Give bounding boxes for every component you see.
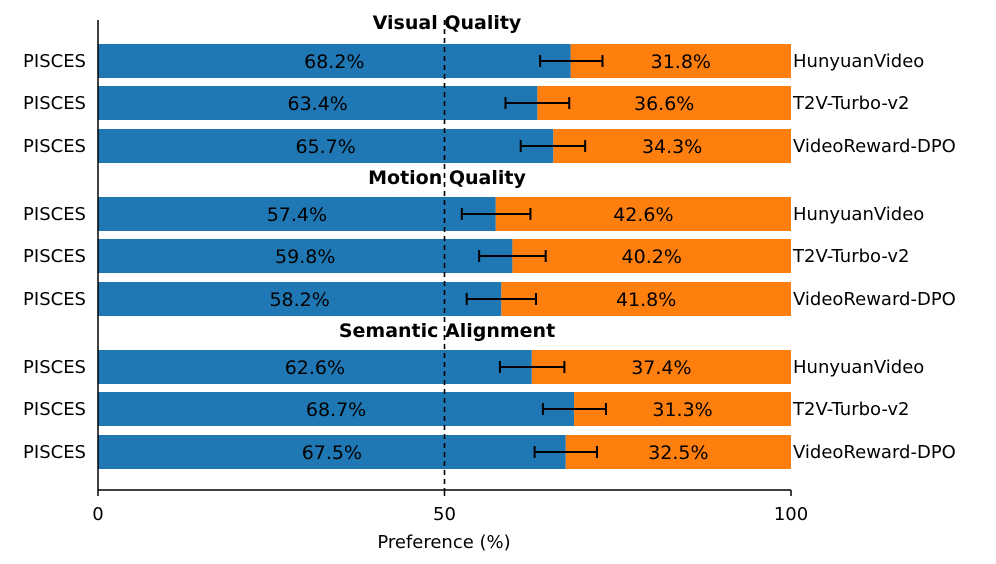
bar-value-left: 65.7% bbox=[295, 136, 355, 158]
bar-right-opponent bbox=[531, 350, 791, 384]
bar-right-opponent bbox=[495, 197, 791, 231]
bar-value-left: 58.2% bbox=[269, 289, 329, 311]
row-label-left: PISCES bbox=[23, 51, 86, 72]
group-title: Visual Quality bbox=[373, 12, 522, 34]
bar-right-opponent bbox=[574, 392, 791, 426]
bar-value-left: 68.2% bbox=[304, 51, 364, 73]
row-label-left: PISCES bbox=[23, 399, 86, 420]
bar-value-left: 63.4% bbox=[288, 93, 348, 115]
row-label-opponent: T2V-Turbo-v2 bbox=[792, 246, 910, 267]
group-title: Semantic Alignment bbox=[339, 320, 555, 342]
row-label-opponent: HunyuanVideo bbox=[793, 51, 924, 72]
bar-left-pisces bbox=[98, 86, 538, 120]
bar-left-pisces bbox=[98, 44, 571, 78]
bar-value-right: 40.2% bbox=[622, 246, 682, 268]
bar-left-pisces bbox=[98, 392, 575, 426]
x-axis-label: Preference (%) bbox=[377, 532, 510, 553]
row-label-left: PISCES bbox=[23, 204, 86, 225]
bar-right-opponent bbox=[565, 435, 791, 469]
row-label-opponent: VideoReward-DPO bbox=[793, 289, 956, 310]
bar-left-pisces bbox=[98, 129, 554, 163]
bar-right-opponent bbox=[553, 129, 791, 163]
bar-value-right: 36.6% bbox=[634, 93, 694, 115]
text-layer: 68.2% 31.8% PISCES HunyuanVideo 63.4% 36.6% PI… bbox=[23, 12, 956, 464]
bar-value-left: 57.4% bbox=[267, 204, 327, 226]
row-label-opponent: VideoReward-DPO bbox=[793, 136, 956, 157]
bar-value-right: 31.8% bbox=[651, 51, 711, 73]
bar-value-right: 41.8% bbox=[616, 289, 676, 311]
bar-left-pisces bbox=[98, 282, 502, 316]
bar-value-right: 37.4% bbox=[631, 357, 691, 379]
bar-value-left: 59.8% bbox=[275, 246, 335, 268]
bar-left-pisces bbox=[98, 239, 513, 273]
bar-right-opponent bbox=[512, 239, 791, 273]
row-label-opponent: T2V-Turbo-v2 bbox=[792, 93, 910, 114]
x-tick-label: 0 bbox=[92, 504, 103, 525]
row-label-left: PISCES bbox=[23, 289, 86, 310]
row-label-left: PISCES bbox=[23, 93, 86, 114]
row-label-opponent: HunyuanVideo bbox=[793, 204, 924, 225]
row-label-left: PISCES bbox=[23, 357, 86, 378]
bar-value-right: 34.3% bbox=[642, 136, 702, 158]
bar-value-right: 42.6% bbox=[613, 204, 673, 226]
bar-left-pisces bbox=[98, 435, 566, 469]
error-bars-layer bbox=[460, 55, 607, 458]
row-label-left: PISCES bbox=[23, 246, 86, 267]
bar-right-opponent bbox=[570, 44, 791, 78]
bar-left-pisces bbox=[98, 197, 496, 231]
x-tick-label: 50 bbox=[433, 504, 456, 525]
group-title: Motion Quality bbox=[368, 167, 526, 189]
x-tick-label: 100 bbox=[774, 504, 808, 525]
row-label-opponent: HunyuanVideo bbox=[793, 357, 924, 378]
row-label-opponent: T2V-Turbo-v2 bbox=[792, 399, 910, 420]
row-label-left: PISCES bbox=[23, 442, 86, 463]
bar-right-opponent bbox=[501, 282, 791, 316]
bar-right-opponent bbox=[537, 86, 791, 120]
row-label-left: PISCES bbox=[23, 136, 86, 157]
bar-value-left: 67.5% bbox=[302, 442, 362, 464]
bar-left-pisces bbox=[98, 350, 532, 384]
bars-layer bbox=[98, 44, 791, 469]
bar-value-left: 62.6% bbox=[285, 357, 345, 379]
bar-value-right: 32.5% bbox=[648, 442, 708, 464]
x-axis: 0 50 100 bbox=[92, 20, 808, 525]
bar-value-left: 68.7% bbox=[306, 399, 366, 421]
row-label-opponent: VideoReward-DPO bbox=[793, 442, 956, 463]
bar-value-right: 31.3% bbox=[652, 399, 712, 421]
